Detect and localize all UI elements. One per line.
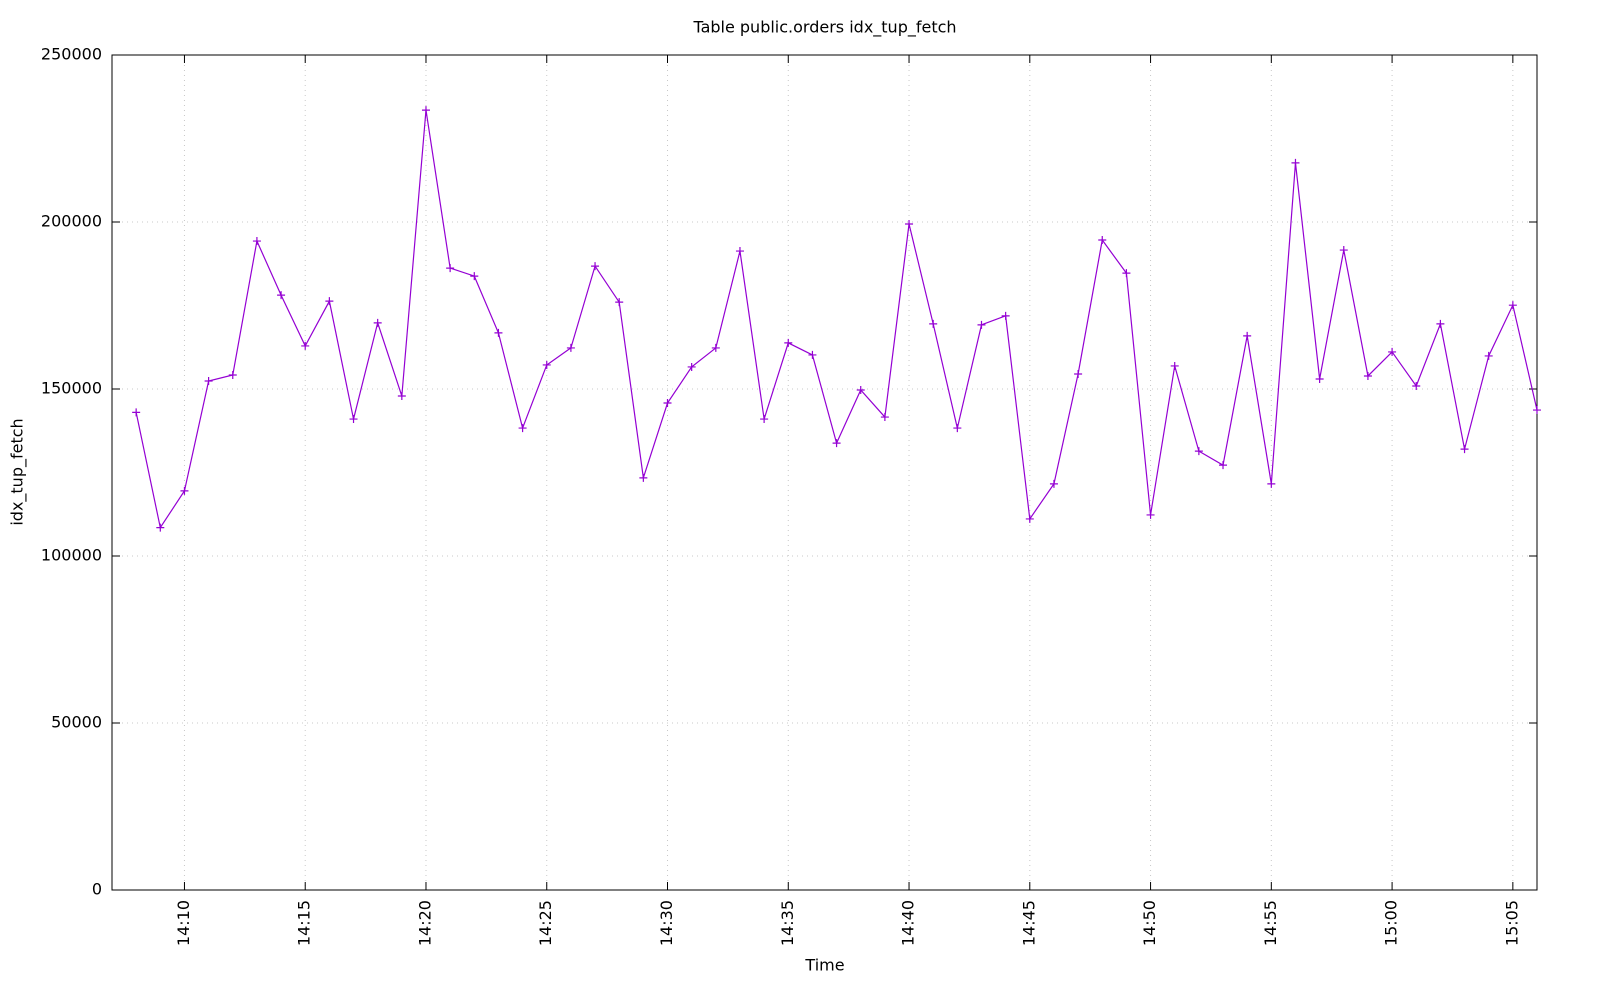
data-point xyxy=(1460,445,1469,454)
data-point xyxy=(905,220,914,229)
data-point xyxy=(349,415,358,424)
plot-border xyxy=(111,54,1538,891)
data-point xyxy=(1146,510,1155,519)
data-point xyxy=(808,350,817,359)
x-tick-label: 14:20 xyxy=(415,900,434,946)
data-point xyxy=(373,318,382,327)
x-tick-label: 14:50 xyxy=(1140,900,1159,946)
data-point xyxy=(1170,361,1179,370)
data-point xyxy=(1243,331,1252,340)
x-tick-label: 14:25 xyxy=(536,900,555,946)
data-point xyxy=(1001,311,1010,320)
data-point xyxy=(760,415,769,424)
data-point xyxy=(639,473,648,482)
data-point xyxy=(1315,374,1324,383)
data-point xyxy=(180,486,189,495)
data-point xyxy=(591,262,600,271)
y-tick-label: 100000 xyxy=(41,546,102,565)
data-point xyxy=(228,370,237,379)
chart-title: Table public.orders idx_tup_fetch xyxy=(692,18,956,38)
data-point xyxy=(1436,319,1445,328)
data-point xyxy=(735,247,744,256)
data-point xyxy=(470,272,479,281)
data-point xyxy=(1267,479,1276,488)
x-tick-label: 15:00 xyxy=(1382,900,1401,946)
data-point xyxy=(663,399,672,408)
data-point xyxy=(1098,236,1107,245)
data-point xyxy=(252,237,261,246)
data-point xyxy=(880,413,889,422)
data-point xyxy=(1194,447,1203,456)
x-tick-label: 14:45 xyxy=(1019,900,1038,946)
data-point xyxy=(711,343,720,352)
data-point xyxy=(687,362,696,371)
x-tick-label: 14:40 xyxy=(899,900,918,946)
y-tick-label: 0 xyxy=(92,880,102,899)
x-tick-label: 14:55 xyxy=(1261,900,1280,946)
data-point xyxy=(1508,301,1517,310)
data-point xyxy=(421,106,430,115)
data-point xyxy=(301,341,310,350)
data-point xyxy=(1291,158,1300,167)
data-point xyxy=(929,319,938,328)
data-point xyxy=(494,328,503,337)
data-point xyxy=(784,338,793,347)
data-point xyxy=(953,424,962,433)
data-point xyxy=(1339,246,1348,255)
data-point xyxy=(1412,381,1421,390)
data-point xyxy=(1363,371,1372,380)
data-point xyxy=(518,424,527,433)
data-point xyxy=(542,360,551,369)
x-tick-label: 14:10 xyxy=(174,900,193,946)
data-point xyxy=(132,408,141,417)
data-point xyxy=(156,523,165,532)
data-point xyxy=(615,298,624,307)
x-tick-label: 14:35 xyxy=(778,900,797,946)
data-point xyxy=(856,386,865,395)
data-point xyxy=(277,291,286,300)
x-axis-label: Time xyxy=(804,956,844,975)
data-point xyxy=(1049,479,1058,488)
x-tick-label: 15:05 xyxy=(1502,900,1521,946)
data-point xyxy=(397,392,406,401)
data-point xyxy=(1074,369,1083,378)
data-point xyxy=(1025,514,1034,523)
y-tick-label: 50000 xyxy=(51,713,102,732)
data-point xyxy=(446,264,455,273)
x-tick-label: 14:15 xyxy=(295,900,314,946)
data-point xyxy=(977,320,986,329)
data-point xyxy=(1533,406,1541,415)
y-tick-label: 200000 xyxy=(41,212,102,231)
x-tick-label: 14:30 xyxy=(657,900,676,946)
data-point xyxy=(204,376,213,385)
data-line xyxy=(135,110,1538,530)
data-point xyxy=(566,343,575,352)
data-point xyxy=(1122,269,1131,278)
data-point xyxy=(1388,347,1397,356)
data-point xyxy=(1484,351,1493,360)
data-point xyxy=(325,297,334,306)
data-point xyxy=(1219,461,1228,470)
y-tick-label: 150000 xyxy=(41,379,102,398)
y-tick-label: 250000 xyxy=(41,45,102,64)
y-axis-label: idx_tup_fetch xyxy=(8,418,28,525)
data-point xyxy=(832,439,841,448)
